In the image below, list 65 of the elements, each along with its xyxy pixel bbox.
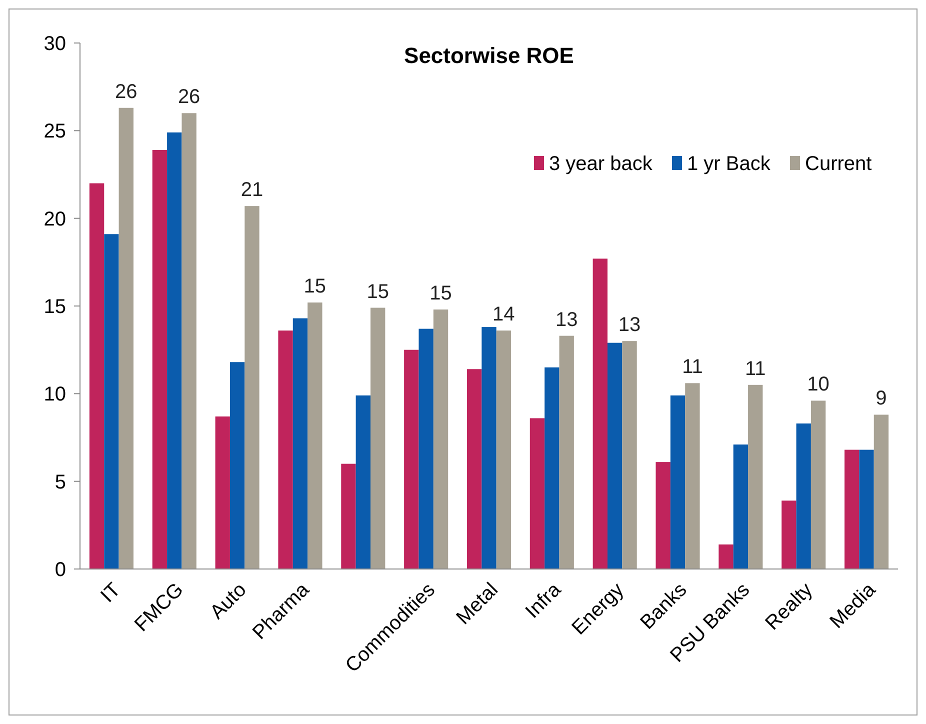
bar <box>559 336 574 569</box>
bar <box>104 234 119 569</box>
bar <box>844 450 860 569</box>
data-label: 15 <box>366 280 389 303</box>
bar <box>89 183 104 569</box>
y-tick-label: 0 <box>54 559 66 581</box>
bar <box>733 444 748 569</box>
bar <box>796 423 811 569</box>
legend-label: 3 year back <box>549 153 654 175</box>
bar <box>244 206 260 569</box>
bar <box>592 258 608 569</box>
data-label: 11 <box>682 356 703 378</box>
bar <box>341 464 356 569</box>
x-tick-label: Infra <box>521 578 566 623</box>
bar <box>308 302 322 569</box>
bar <box>859 450 874 569</box>
bar <box>874 414 889 569</box>
legend-label: 1 yr Back <box>687 153 772 175</box>
data-label: 26 <box>178 86 200 108</box>
bar <box>118 108 134 569</box>
bar <box>152 150 168 569</box>
bar <box>433 310 448 569</box>
bar <box>656 462 670 569</box>
bar <box>404 350 419 569</box>
y-tick-label: 25 <box>44 120 66 143</box>
bar <box>182 113 196 569</box>
bar <box>167 132 182 569</box>
bar <box>608 342 622 569</box>
y-tick-label: 20 <box>44 208 66 230</box>
chart-title: Sectorwise ROE <box>404 43 574 68</box>
data-label: 13 <box>555 308 578 331</box>
bar <box>544 367 560 569</box>
data-label: 26 <box>115 80 138 103</box>
bar <box>482 327 496 569</box>
bar <box>782 500 796 569</box>
y-tick-label: 10 <box>44 384 66 406</box>
y-tick-label: 5 <box>54 471 66 494</box>
bar <box>215 416 230 569</box>
data-label: 14 <box>492 304 515 326</box>
data-label: 15 <box>430 282 452 305</box>
data-label: 13 <box>618 314 641 336</box>
data-label: 15 <box>304 275 326 298</box>
bar <box>496 330 512 569</box>
data-label: 10 <box>807 374 830 396</box>
data-label: 9 <box>876 388 887 410</box>
bar <box>670 395 686 569</box>
bar <box>278 330 293 569</box>
bar <box>418 328 434 569</box>
x-tick-label: IT <box>96 578 125 608</box>
bar <box>810 400 826 569</box>
bar <box>466 369 482 569</box>
bar <box>718 544 734 569</box>
bar <box>530 418 545 569</box>
bar <box>685 383 700 569</box>
y-tick-label: 30 <box>44 33 66 55</box>
y-tick-label: 15 <box>44 296 66 318</box>
bar <box>356 395 370 569</box>
bar <box>292 318 308 569</box>
bar <box>748 384 763 569</box>
data-label: 21 <box>240 179 264 202</box>
bar <box>622 341 637 569</box>
data-label: 11 <box>744 358 766 380</box>
bar <box>370 308 386 569</box>
legend-label: Current <box>805 153 872 175</box>
bar <box>230 362 245 569</box>
